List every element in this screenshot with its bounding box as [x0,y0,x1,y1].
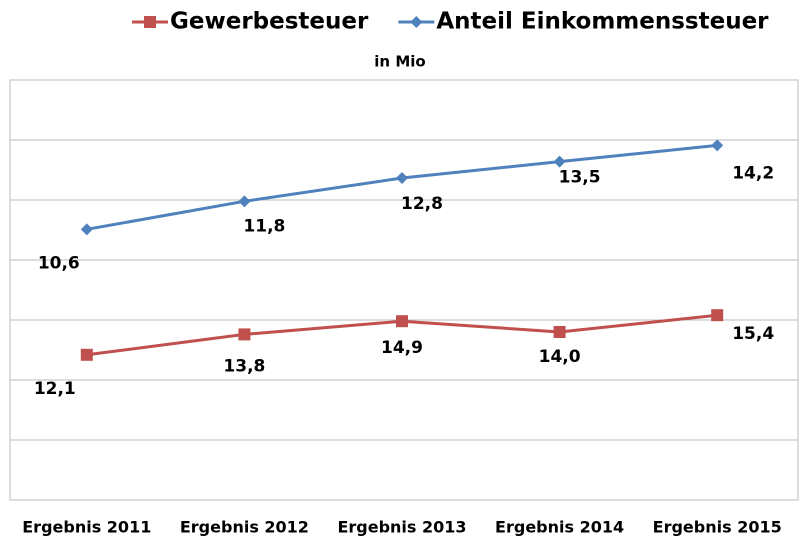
marker [553,326,566,338]
data-label: 14,0 [539,347,581,367]
chart-subtitle: in Mio [374,53,425,71]
x-tick-label: Ergebnis 2014 [495,518,624,537]
series-line [86,143,718,231]
data-label: 15,4 [732,324,774,344]
x-tick-label: Ergebnis 2013 [337,518,466,537]
x-tick-label: Ergebnis 2015 [653,518,782,537]
data-label: 13,5 [559,168,601,188]
marker [711,139,724,152]
data-label: 11,8 [243,216,285,236]
legend-marker [410,16,423,28]
data-label: 14,9 [381,338,423,358]
x-tick-label: Ergebnis 2011 [22,518,151,537]
plot-frame [9,79,799,501]
data-label: 12,8 [401,194,443,214]
data-label: 12,1 [34,379,76,399]
marker [711,309,724,322]
marker [396,315,408,328]
legend-label: Anteil Einkommenssteuer [436,9,769,35]
legend-label: Gewerbesteuer [170,9,369,35]
marker [396,172,408,184]
legend-marker [144,16,156,28]
data-label: 14,2 [732,163,774,183]
marker [238,328,251,341]
data-label: 10,6 [38,253,80,273]
marker [80,223,93,236]
marker [238,195,251,208]
data-label: 13,8 [223,356,265,376]
x-tick-label: Ergebnis 2012 [180,518,309,537]
marker [80,348,93,361]
marker [553,155,566,168]
